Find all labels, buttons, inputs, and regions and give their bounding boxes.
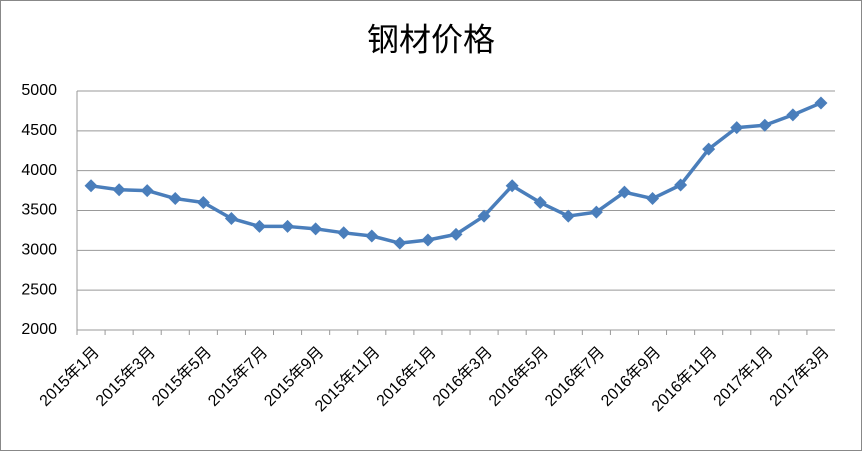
y-tick-label: 4000: [21, 162, 57, 179]
data-point: [505, 179, 519, 193]
data-point: [196, 196, 210, 210]
y-tick-label: 2500: [21, 281, 57, 298]
data-point: [814, 96, 828, 110]
data-point: [477, 209, 491, 223]
data-point: [646, 192, 660, 206]
data-point: [786, 108, 800, 122]
data-point: [365, 229, 379, 243]
data-point: [140, 184, 154, 198]
data-point: [758, 118, 772, 132]
data-point: [702, 142, 716, 156]
data-point: [589, 205, 603, 219]
data-point: [674, 178, 688, 192]
chart-title: 钢材价格: [367, 21, 495, 57]
data-point: [449, 227, 463, 241]
data-point: [337, 226, 351, 240]
data-point: [421, 233, 435, 247]
y-tick-label: 2000: [21, 321, 57, 338]
data-point: [281, 219, 295, 233]
data-point: [561, 209, 575, 223]
y-tick-label: 5000: [21, 82, 57, 99]
y-tick-label: 3000: [21, 242, 57, 259]
data-point: [224, 211, 238, 225]
data-point: [393, 236, 407, 250]
data-point: [252, 219, 266, 233]
y-tick-label: 3500: [21, 202, 57, 219]
data-point: [617, 185, 631, 199]
data-point: [112, 183, 126, 197]
y-tick-label: 4500: [21, 122, 57, 139]
data-point: [168, 192, 182, 206]
data-point: [84, 179, 98, 193]
data-point: [730, 121, 744, 135]
data-point: [533, 196, 547, 210]
data-point: [309, 222, 323, 236]
